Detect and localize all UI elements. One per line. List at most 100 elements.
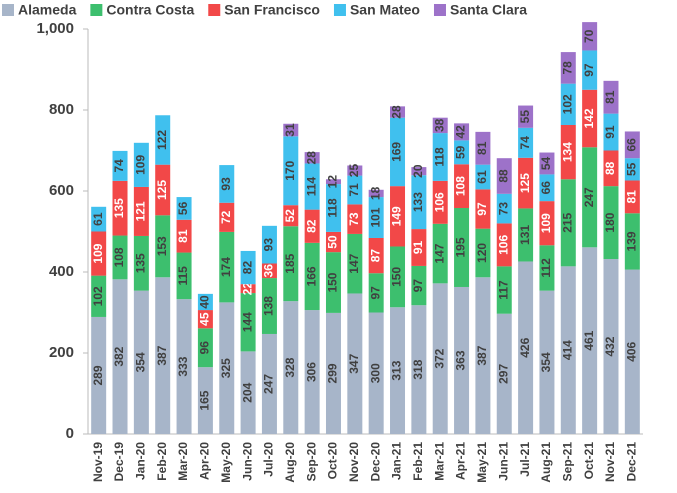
value-label: 97 <box>475 202 489 216</box>
value-label: 72 <box>219 210 233 224</box>
bar-segment <box>91 231 107 276</box>
bar-segment <box>91 206 107 232</box>
bar-segment <box>539 201 555 246</box>
value-label: 139 <box>624 231 638 251</box>
value-label: 78 <box>560 61 574 75</box>
value-label: 215 <box>560 212 574 232</box>
bar-segment <box>390 106 406 118</box>
value-label: 372 <box>432 348 446 368</box>
x-tick-label: Sep-21 <box>560 442 574 482</box>
value-label: 150 <box>390 267 404 287</box>
value-label: 169 <box>390 142 404 162</box>
value-label: 149 <box>390 206 404 226</box>
value-label: 38 <box>432 118 446 132</box>
value-label: 289 <box>91 365 105 385</box>
bar-segment <box>582 147 598 248</box>
bar-segment <box>261 263 277 279</box>
bar-segment <box>518 127 534 158</box>
bar-segment <box>432 133 448 181</box>
value-label: 73 <box>347 212 361 226</box>
value-label: 28 <box>390 105 404 119</box>
value-label: 247 <box>582 187 596 207</box>
value-label: 299 <box>326 363 340 383</box>
bar-segment <box>411 229 427 266</box>
bar-segment <box>624 131 640 159</box>
value-label: 82 <box>304 219 318 233</box>
bar-segment <box>368 189 384 198</box>
bar-segment <box>283 123 299 137</box>
bar-segment <box>240 293 256 352</box>
value-label: 109 <box>91 243 105 263</box>
y-tick-label: 400 <box>49 263 74 280</box>
value-label: 426 <box>518 337 532 357</box>
bar-segment <box>411 175 427 230</box>
value-label: 363 <box>454 350 468 370</box>
bar-segment <box>518 105 534 128</box>
value-label: 135 <box>134 253 148 273</box>
value-label: 55 <box>624 162 638 176</box>
bar-segment <box>496 193 512 224</box>
x-tick-label: Jan-21 <box>390 442 404 480</box>
bar-segment <box>219 202 235 232</box>
bar-segment <box>112 150 128 181</box>
value-label: 318 <box>411 359 425 379</box>
value-label: 22 <box>240 282 254 296</box>
x-tick-label: Aug-20 <box>283 442 297 483</box>
bar-segment <box>454 208 470 287</box>
value-label: 142 <box>582 108 596 128</box>
bar-segment <box>261 333 277 434</box>
bar-segment <box>112 279 128 434</box>
bar-segment <box>454 140 470 165</box>
value-label: 406 <box>624 341 638 361</box>
bar-segment <box>325 312 341 434</box>
value-label: 180 <box>603 212 617 232</box>
legend-swatch <box>333 4 346 16</box>
legend-label: Alameda <box>18 2 77 18</box>
value-label: 131 <box>518 225 532 245</box>
bar-segment <box>496 313 512 434</box>
value-label: 88 <box>603 161 617 175</box>
bar-segment <box>283 205 299 227</box>
value-label: 93 <box>262 238 276 252</box>
bar-segment <box>390 186 406 247</box>
value-label: 133 <box>411 192 425 212</box>
value-label: 325 <box>219 358 233 378</box>
bar-segment <box>518 157 534 209</box>
bar-segment <box>347 204 363 234</box>
value-label: 144 <box>240 312 254 332</box>
value-label: 81 <box>603 90 617 104</box>
bar-segment <box>304 209 320 243</box>
bar-segment <box>518 208 534 262</box>
bar-segment <box>454 164 470 209</box>
value-label: 42 <box>454 125 468 139</box>
bar-segment <box>240 284 256 294</box>
bar-segment <box>496 223 512 267</box>
value-label: 432 <box>603 336 617 356</box>
value-label: 134 <box>560 142 574 162</box>
value-label: 153 <box>155 236 169 256</box>
value-label: 414 <box>560 340 574 360</box>
bar-segment <box>475 277 491 434</box>
legend-label: San Mateo <box>350 2 420 18</box>
bar-segment <box>304 163 320 210</box>
value-label: 87 <box>368 249 382 263</box>
value-label: 66 <box>624 138 638 152</box>
bar-segment <box>325 252 341 313</box>
value-label: 204 <box>240 382 254 402</box>
value-label: 166 <box>304 266 318 286</box>
bar-segment <box>304 310 320 434</box>
value-label: 102 <box>91 286 105 306</box>
bar-segment <box>539 174 555 202</box>
value-label: 56 <box>176 201 190 215</box>
x-tick-label: Jan-20 <box>134 442 148 480</box>
value-label: 82 <box>240 261 254 275</box>
bar-segment <box>496 266 512 314</box>
bar-segment <box>347 233 363 294</box>
value-label: 347 <box>347 353 361 373</box>
x-tick-label: Nov-19 <box>91 442 105 482</box>
bar-segment <box>454 123 470 141</box>
bar-segment <box>155 164 171 216</box>
legend-label: Contra Costa <box>106 2 194 18</box>
value-label: 150 <box>326 272 340 292</box>
x-tick-label: Oct-21 <box>582 442 596 480</box>
